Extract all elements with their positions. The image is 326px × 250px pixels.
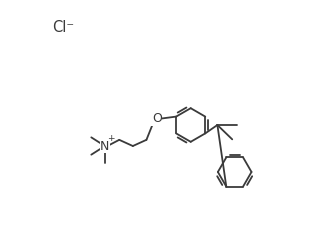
Text: +: +	[107, 134, 114, 143]
Text: O: O	[152, 112, 162, 125]
Text: Cl⁻: Cl⁻	[52, 20, 75, 35]
Text: N: N	[100, 140, 110, 152]
